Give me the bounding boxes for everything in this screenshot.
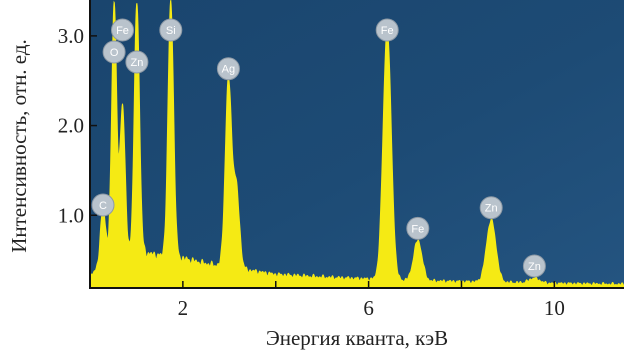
peak-badge-circle (375, 18, 399, 42)
peak-badge-circle (216, 57, 240, 81)
peak-badge-circle (159, 18, 183, 42)
peak-badge-c: C (91, 193, 115, 217)
peak-badge-label: Fe (116, 25, 129, 37)
peak-badge-fe: Fe (375, 18, 399, 42)
peak-badge-ag: Ag (216, 57, 240, 81)
peak-badge-label: O (110, 47, 119, 59)
peak-badge-o: O (102, 40, 126, 64)
peak-badge-label: Zn (528, 261, 541, 273)
peak-badge-label: Fe (411, 223, 424, 235)
peak-badge-si: Si (159, 18, 183, 42)
y-tick-label: 1.0 (58, 203, 84, 227)
peak-badge-circle (479, 196, 503, 220)
peak-badge-label: C (99, 200, 107, 212)
peak-badge-fe: Fe (406, 216, 430, 240)
y-tick-label: 2.0 (58, 114, 84, 138)
x-axis-label: Энергия кванта, кэВ (266, 326, 448, 350)
peak-badge-circle (111, 18, 134, 42)
peak-badge-fe: Fe (111, 18, 134, 42)
peak-badge-label: Zn (485, 203, 498, 215)
peak-badge-zn: Zn (479, 196, 503, 220)
peak-badge-circle (102, 40, 126, 64)
peak-badge-label: Si (166, 25, 176, 37)
x-tick-label: 10 (544, 296, 565, 320)
peak-badge-circle (91, 193, 115, 217)
peak-badge-circle (125, 50, 149, 74)
x-tick-label: 2 (178, 296, 189, 320)
peak-badges: C O Fe Zn Si Ag Fe Fe Zn Zn (91, 18, 546, 278)
axes (89, 0, 624, 289)
x-ticks: 2 6 10 (178, 281, 565, 320)
peak-badge-circle (522, 254, 546, 278)
y-axis-label: Интенсивность, отн. ед. (7, 39, 31, 253)
peak-badge-circle (406, 216, 430, 240)
x-tick-label: 6 (363, 296, 374, 320)
plot-background (90, 0, 624, 287)
y-ticks: 1.0 2.0 3.0 (58, 24, 97, 227)
peak-badge-zn: Zn (125, 50, 149, 74)
peak-badge-label: Fe (381, 25, 394, 37)
y-tick-label: 3.0 (58, 24, 84, 48)
peak-badge-label: Ag (222, 64, 235, 76)
peak-badge-zn: Zn (522, 254, 546, 278)
peak-badge-label: Zn (130, 57, 143, 69)
